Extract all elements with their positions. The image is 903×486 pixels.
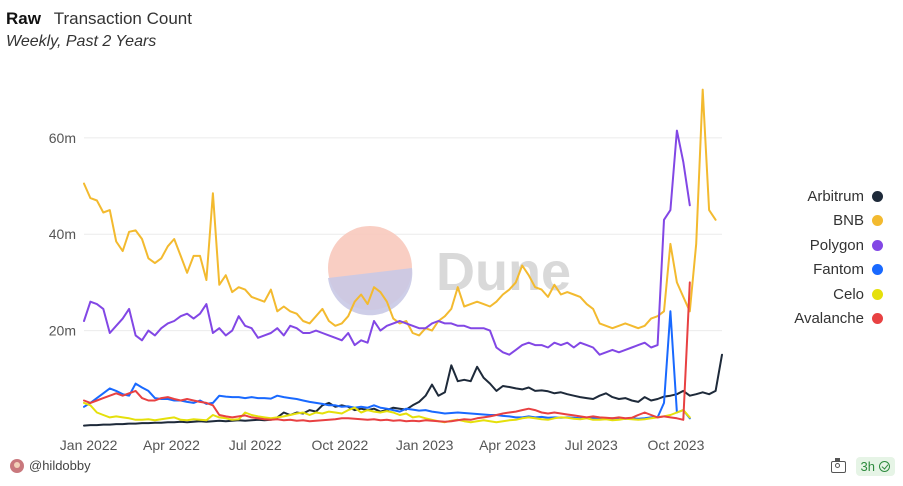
x-tick-label: Apr 2023 [479, 437, 536, 453]
x-tick-label: Jan 2023 [396, 437, 454, 453]
camera-icon[interactable] [830, 457, 846, 473]
x-tick-label: Jul 2022 [229, 437, 282, 453]
legend-label: Fantom [813, 261, 864, 279]
watermark-logo-slice [328, 268, 413, 316]
legend-label: Celo [833, 285, 864, 303]
legend-dot-icon [872, 264, 883, 276]
footer-actions: 3h [830, 457, 895, 476]
x-tick-label: Jan 2022 [60, 437, 118, 453]
legend-dot-icon [872, 313, 883, 325]
chart-header: Raw Transaction Count Weekly, Past 2 Yea… [6, 8, 192, 51]
legend-item-avalanche[interactable]: Avalanche [794, 307, 883, 332]
y-tick-label: 40m [49, 226, 76, 242]
legend-label: Polygon [809, 236, 864, 254]
x-tick-label: Oct 2022 [312, 437, 369, 453]
legend-item-polygon[interactable]: Polygon [794, 233, 883, 258]
series-line-avalanche [83, 281, 691, 423]
series-line-celo [83, 401, 691, 424]
chart-type-label: Raw [6, 9, 41, 28]
legend-item-celo[interactable]: Celo [794, 282, 883, 307]
dune-watermark: Dune [328, 226, 571, 316]
legend-dot-icon [872, 239, 883, 251]
avatar [10, 458, 24, 473]
y-tick-label: 20m [49, 323, 76, 339]
x-tick-label: Jul 2023 [565, 437, 618, 453]
x-axis: Jan 2022 Apr 2022 Jul 2022 Oct 2022 Jan 2023… [60, 437, 705, 453]
x-tick-label: Apr 2022 [143, 437, 200, 453]
legend-dot-icon [872, 190, 883, 202]
grid-lines [84, 137, 722, 332]
legend-dot-icon [872, 215, 883, 227]
refresh-age: 3h [860, 459, 875, 474]
author-name: @hildobby [29, 458, 91, 473]
legend-label: Avalanche [794, 310, 864, 328]
legend-label: Arbitrum [807, 187, 864, 205]
series-line-bnb [83, 88, 717, 337]
legend-item-bnb[interactable]: BNB [794, 209, 883, 234]
x-tick-label: Oct 2023 [648, 437, 705, 453]
legend-item-arbitrum[interactable]: Arbitrum [794, 184, 883, 209]
refresh-badge[interactable]: 3h [855, 457, 895, 476]
y-axis: 20m 40m 60m [49, 130, 76, 339]
legend: Arbitrum BNB Polygon Fantom Celo Avalanche [794, 184, 883, 331]
series-line-fantom [83, 310, 691, 420]
chart-title: Transaction Count [53, 9, 192, 28]
legend-item-fantom[interactable]: Fantom [794, 258, 883, 283]
author[interactable]: @hildobby [10, 458, 91, 473]
series-line-polygon [83, 129, 691, 356]
series-lines [83, 88, 723, 427]
check-circle-icon [879, 461, 890, 472]
legend-label: BNB [833, 212, 864, 230]
legend-dot-icon [872, 288, 883, 300]
y-tick-label: 60m [49, 130, 76, 146]
chart-subtitle: Weekly, Past 2 Years [6, 33, 157, 50]
